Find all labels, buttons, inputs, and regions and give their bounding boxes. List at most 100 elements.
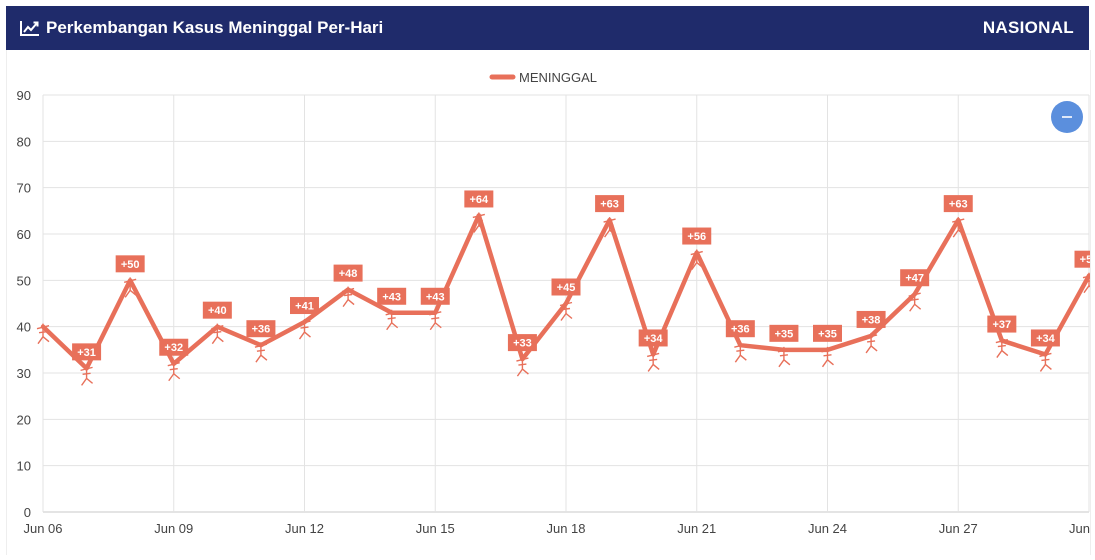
- data-label: +32: [164, 342, 183, 354]
- data-label-box: [290, 297, 319, 315]
- data-label: +64: [469, 194, 489, 206]
- data-label-box: [507, 334, 537, 352]
- data-label-box: [595, 195, 625, 213]
- data-label-box: [769, 324, 799, 342]
- data-label: +40: [208, 305, 227, 317]
- data-label: +48: [339, 268, 358, 280]
- data-label-box: [943, 195, 973, 213]
- data-label-box: [115, 255, 145, 273]
- data-point: [429, 309, 442, 331]
- region-badge: NASIONAL: [982, 18, 1074, 37]
- chart-header: Perkembangan Kasus Meninggal Per-Hari NA…: [6, 6, 1089, 50]
- data-label: +51: [1080, 254, 1090, 266]
- data-point: [864, 332, 878, 354]
- data-label-box: [900, 269, 930, 287]
- data-label-box: [202, 301, 232, 319]
- line-chart: 0 10 20 30 40 50 60 70 80 90 Jun 06 Jun 09 Jun 12 Jun…: [17, 70, 1090, 536]
- y-tick-label: 80: [17, 134, 31, 149]
- data-label: +47: [905, 273, 924, 285]
- data-label-box: [377, 287, 407, 305]
- data-point: [211, 323, 224, 345]
- x-tick-label: Jun 15: [416, 521, 455, 536]
- data-label-box: [987, 315, 1017, 333]
- data-label: +36: [252, 324, 271, 336]
- y-tick-label: 60: [17, 227, 31, 242]
- y-tick-label: 50: [17, 273, 31, 288]
- data-label: +35: [818, 328, 837, 340]
- data-label-box: [159, 338, 189, 356]
- x-tick-label: Jun 06: [23, 521, 62, 536]
- y-tick-label: 90: [17, 88, 31, 103]
- header-title-group: Perkembangan Kasus Meninggal Per-Hari: [20, 18, 383, 38]
- y-tick-label: 10: [17, 459, 31, 474]
- data-label-box: [1030, 329, 1060, 347]
- data-label: +45: [557, 282, 576, 294]
- data-point: [603, 217, 617, 238]
- data-point: [777, 346, 791, 368]
- data-point: [821, 346, 834, 368]
- data-point: [516, 356, 529, 377]
- data-point: [734, 342, 747, 363]
- data-label: +34: [644, 333, 664, 345]
- data-point: [298, 319, 311, 340]
- zoom-out-button[interactable]: [1051, 101, 1083, 133]
- data-point: [36, 323, 50, 345]
- data-point: [80, 365, 94, 386]
- data-label-box: [638, 329, 668, 347]
- data-label: +43: [426, 291, 445, 303]
- data-label: +33: [513, 338, 532, 350]
- data-label-box: [72, 343, 102, 361]
- data-point: [995, 337, 1009, 358]
- y-tick-label: 40: [17, 320, 31, 335]
- data-point: [559, 300, 573, 321]
- data-point: [1039, 351, 1052, 372]
- y-tick-label: 70: [17, 181, 31, 196]
- data-point: [254, 342, 268, 363]
- data-point: [690, 249, 704, 270]
- x-tick-label: Jun 21: [677, 521, 716, 536]
- data-label: +50: [121, 259, 140, 271]
- data-point: [1082, 272, 1090, 294]
- data-point: [341, 286, 355, 308]
- x-tick-label: Jun: [1069, 521, 1090, 536]
- data-label-box: [246, 320, 276, 338]
- data-label: +36: [731, 324, 750, 336]
- data-label: +56: [687, 231, 706, 243]
- x-tick-label: Jun 18: [546, 521, 585, 536]
- data-point: [385, 309, 399, 331]
- data-label: +63: [600, 199, 619, 211]
- data-label: +43: [382, 291, 401, 303]
- data-label-box: [856, 310, 886, 328]
- x-tick-label: Jun 27: [939, 521, 978, 536]
- data-point: [472, 212, 486, 233]
- y-tick-label: 20: [17, 412, 31, 427]
- data-label-box: [725, 320, 755, 338]
- chart-panel: 0 10 20 30 40 50 60 70 80 90 Jun 06 Jun 09 Jun 12 Jun…: [6, 50, 1091, 555]
- data-label-box: [551, 278, 581, 296]
- data-label: +35: [775, 328, 794, 340]
- data-point: [952, 217, 965, 238]
- data-label: +31: [77, 347, 96, 359]
- chart-title: Perkembangan Kasus Meninggal Per-Hari: [46, 18, 384, 37]
- data-label: +38: [862, 314, 881, 326]
- data-point: [646, 351, 660, 372]
- data-label-box: [464, 190, 494, 208]
- x-tick-label: Jun 24: [808, 521, 847, 536]
- legend-label: MENINGGAL: [519, 70, 597, 85]
- y-tick-label: 30: [17, 366, 31, 381]
- data-label: +63: [949, 199, 968, 211]
- data-label-box: [813, 324, 842, 342]
- line-chart-icon: [20, 21, 39, 36]
- data-label: +34: [1036, 333, 1056, 345]
- data-label-box: [333, 264, 363, 282]
- x-tick-label: Jun 09: [154, 521, 193, 536]
- data-point: [167, 360, 181, 382]
- data-label-box: [682, 227, 712, 245]
- x-tick-label: Jun 12: [285, 521, 324, 536]
- minus-icon: [1062, 116, 1072, 118]
- y-tick-label: 0: [24, 505, 31, 520]
- data-point: [908, 291, 922, 312]
- data-label: +37: [992, 319, 1011, 331]
- data-point: [123, 277, 137, 298]
- data-label-box: [1074, 250, 1090, 268]
